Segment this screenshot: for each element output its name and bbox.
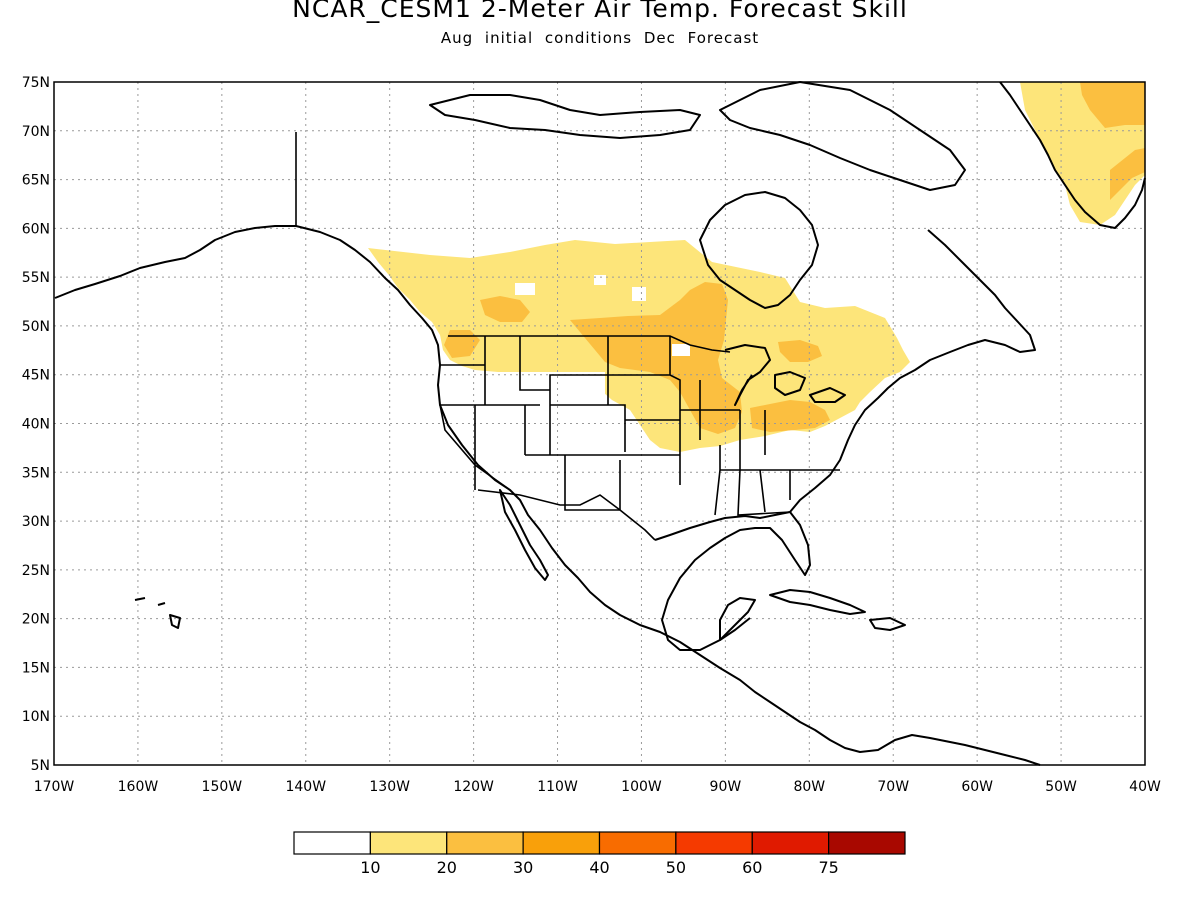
skill-area-greenland-high (1080, 82, 1145, 128)
longitude-tick-label: 120W (453, 779, 494, 795)
skill-gap (632, 287, 646, 301)
color-legend: 10 20 30 40 50 60 75 (293, 831, 906, 877)
latitude-tick-label: 10N (22, 709, 50, 725)
border-us-mexico (477, 489, 656, 541)
coastline-baffin (719, 81, 966, 191)
longitude-tick-label: 90W (710, 779, 742, 795)
longitude-tick-label: 130W (369, 779, 410, 795)
latitude-axis: 75N 70N 65N 60N 55N 50N 45N 40N 35N 30N 25N 20N 15N 1… (22, 75, 50, 774)
latitude-tick-label: 75N (22, 75, 50, 91)
skill-gap (515, 283, 535, 295)
legend-swatch (522, 831, 601, 855)
legend-swatch (369, 831, 448, 855)
legend-label: 10 (360, 858, 380, 877)
legend-label: 60 (742, 858, 762, 877)
skill-area-pacific-northwest (444, 330, 480, 358)
legend-label: 50 (666, 858, 686, 877)
latitude-tick-label: 60N (22, 221, 50, 237)
legend-swatch (751, 831, 830, 855)
coastline-greenland (999, 81, 1146, 229)
coastline-east (789, 229, 1036, 513)
longitude-tick-label: 50W (1045, 779, 1077, 795)
longitude-tick-label: 100W (621, 779, 662, 795)
border-us-canada (448, 335, 731, 353)
coastline-gulf (654, 511, 811, 651)
coastline-arctic-islands (429, 94, 701, 139)
longitude-tick-label: 40W (1129, 779, 1161, 795)
coastline-hawaii (134, 597, 181, 629)
latitude-tick-label: 50N (22, 319, 50, 335)
legend-swatch (446, 831, 524, 855)
latitude-tick-label: 5N (31, 758, 50, 774)
longitude-tick-label: 60W (961, 779, 993, 795)
coastline-baja (499, 489, 549, 581)
longitude-axis: 170W 160W 150W 140W 130W 120W 110W 100W 90W 80W 70… (34, 779, 1161, 795)
latitude-tick-label: 20N (22, 612, 50, 628)
skill-area-prairies (480, 296, 530, 322)
political-borders (295, 132, 840, 541)
longitude-tick-label: 70W (877, 779, 909, 795)
coastline-cuba (769, 589, 866, 615)
legend-label: 75 (818, 858, 838, 877)
latitude-tick-label: 25N (22, 563, 50, 579)
coastline-great-lakes (724, 344, 846, 406)
latitude-tick-label: 70N (22, 124, 50, 140)
latitude-tick-label: 35N (22, 465, 50, 481)
coastline-yucatan (719, 597, 756, 641)
latitude-tick-label: 45N (22, 368, 50, 384)
legend-label: 40 (589, 858, 609, 877)
coastlines (54, 81, 1146, 766)
latitude-tick-label: 30N (22, 514, 50, 530)
latitude-tick-label: 40N (22, 417, 50, 433)
map-title: NCAR_CESM1 2-Meter Air Temp. Forecast Sk… (292, 0, 908, 23)
map-frame (53, 81, 1146, 766)
skill-gap (672, 344, 690, 356)
skill-shading (368, 82, 1145, 452)
longitude-tick-label: 170W (34, 779, 75, 795)
legend-swatch (828, 831, 906, 855)
latitude-tick-label: 15N (22, 660, 50, 676)
graticule (54, 82, 1145, 765)
coastline-north-america (54, 225, 1041, 766)
coastline-hudson-bay (699, 191, 819, 309)
skill-gap (594, 275, 606, 285)
legend-label: 30 (513, 858, 533, 877)
latitude-tick-label: 55N (22, 270, 50, 286)
longitude-tick-label: 160W (118, 779, 159, 795)
legend-swatch (293, 831, 371, 855)
longitude-tick-label: 150W (202, 779, 243, 795)
coastline-hispaniola (869, 617, 906, 631)
skill-area-central-plains (570, 282, 742, 434)
border-us-states (439, 336, 840, 516)
legend-swatch (598, 831, 677, 855)
skill-area-greenland-east (1110, 148, 1145, 200)
longitude-tick-label: 80W (793, 779, 825, 795)
legend-label: 20 (437, 858, 457, 877)
map-subtitle: Aug initial conditions Dec Forecast (440, 29, 760, 47)
longitude-tick-label: 110W (537, 779, 578, 795)
latitude-tick-label: 65N (22, 173, 50, 189)
legend-swatch (675, 831, 753, 855)
longitude-tick-label: 140W (285, 779, 326, 795)
skill-area-ontario (778, 340, 822, 362)
